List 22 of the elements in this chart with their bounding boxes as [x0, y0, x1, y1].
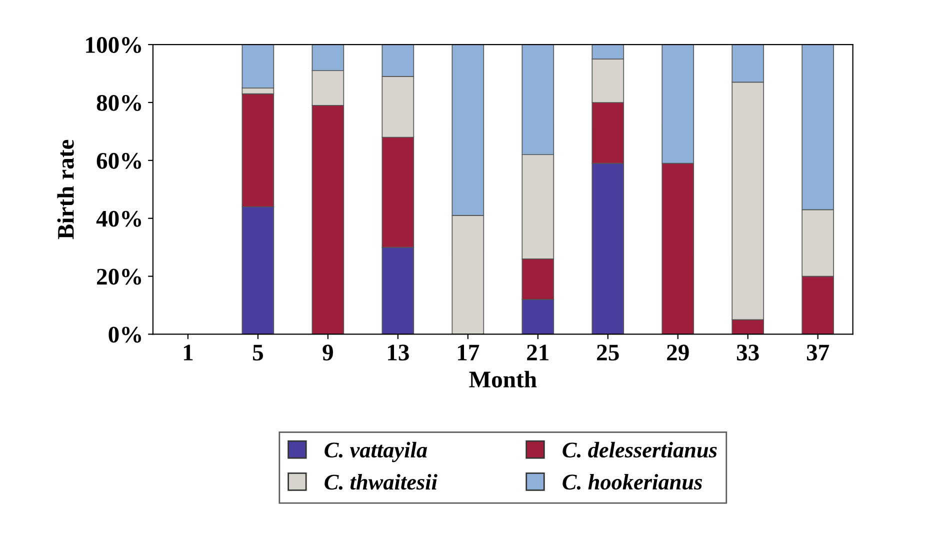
- x-tick-label: 5: [252, 344, 263, 361]
- x-tick-label: 9: [322, 344, 333, 361]
- x-axis-title: Month: [469, 370, 537, 388]
- x-tick-label: 25: [597, 344, 619, 361]
- x-tick-label: 37: [806, 344, 830, 361]
- y-tick-label: 20%: [97, 268, 142, 285]
- x-tick-label: 17: [458, 344, 480, 360]
- legend-label: C. hookerianus: [562, 474, 702, 490]
- legend-label: C. vattayila: [324, 442, 428, 462]
- legend-label: C. thwaitesii: [324, 474, 438, 490]
- y-tick-label: 60%: [96, 152, 142, 169]
- y-tick-label: 100%: [86, 37, 142, 54]
- y-tick-label: 80%: [96, 94, 142, 111]
- x-tick-label: 21: [527, 344, 548, 360]
- y-tick-label: 40%: [96, 210, 142, 227]
- x-tick-label: 13: [388, 344, 409, 361]
- x-tick-label: 1: [184, 344, 193, 360]
- y-axis-title: Birth rate: [57, 140, 74, 240]
- y-tick-label: 0%: [108, 326, 142, 343]
- x-tick-label: 33: [736, 344, 759, 361]
- legend-label: C. delessertianus: [562, 442, 717, 458]
- x-tick-label: 29: [667, 344, 689, 361]
